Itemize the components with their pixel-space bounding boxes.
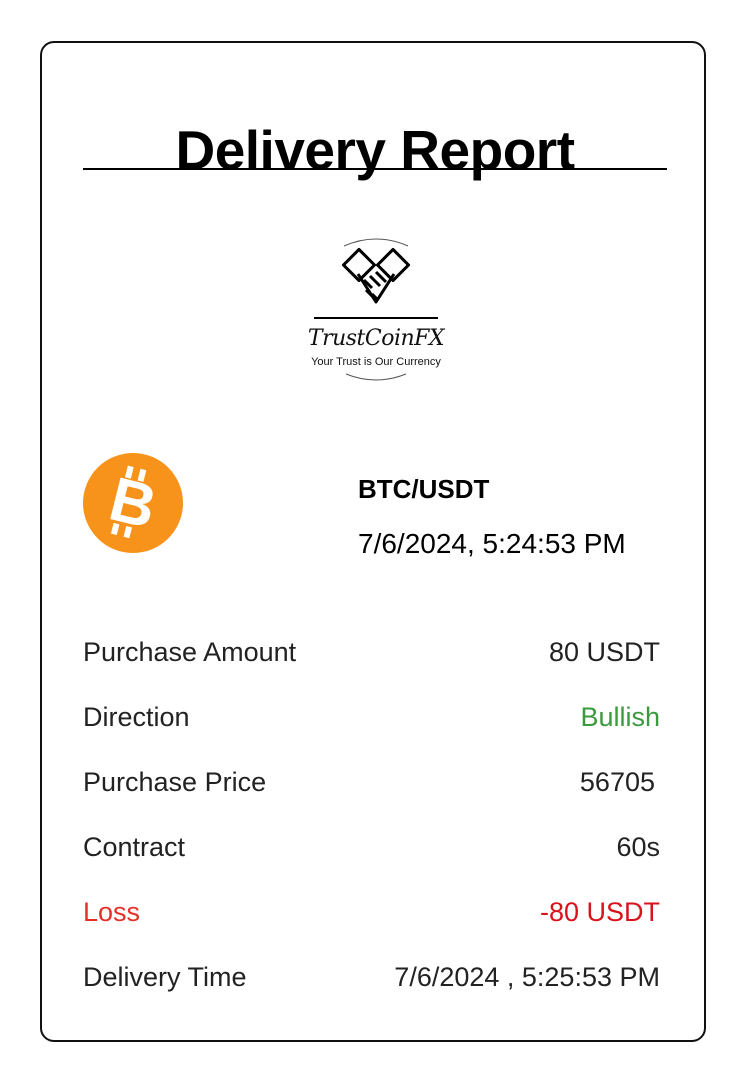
row-loss: Loss -80 USDT <box>83 894 660 930</box>
row-label: Purchase Amount <box>83 637 297 667</box>
brand-name: TrustCoinFX <box>307 326 445 351</box>
row-value: 60s <box>616 832 660 862</box>
row-label: Delivery Time <box>83 962 247 992</box>
row-purchase-amount: Purchase Amount 80 USDT <box>83 634 660 670</box>
bitcoin-icon: B <box>83 453 183 553</box>
row-purchase-price: Purchase Price 56705 <box>83 764 660 800</box>
loss-label: Loss <box>83 897 141 927</box>
brand-tagline: Your Trust is Our Currency <box>311 356 441 368</box>
brand-logo: TrustCoinFX Your Trust is Our Currency <box>306 232 446 388</box>
title-underline <box>83 168 667 170</box>
row-delivery-time: Delivery Time 7/6/2024 , 5:25:53 PM <box>83 959 660 995</box>
direction-value: Bullish <box>580 702 660 732</box>
title-block: Delivery Report <box>83 118 667 181</box>
handshake-icon <box>314 238 438 319</box>
loss-value: -80 USDT <box>539 897 660 927</box>
order-timestamp: 7/6/2024, 5:24:53 PM <box>358 528 626 559</box>
page-title: Delivery Report <box>175 119 575 181</box>
row-value: 80 USDT <box>548 637 660 667</box>
row-value: 7/6/2024 , 5:25:53 PM <box>394 962 660 992</box>
row-contract: Contract 60s <box>83 829 660 865</box>
row-value: 56705 <box>579 767 655 797</box>
row-label: Contract <box>83 832 186 862</box>
trading-pair: BTC/USDT <box>358 474 490 504</box>
row-label: Purchase Price <box>83 767 267 797</box>
row-label: Direction <box>83 702 190 732</box>
logo-arc <box>345 373 407 381</box>
row-direction: Direction Bullish <box>83 699 660 735</box>
